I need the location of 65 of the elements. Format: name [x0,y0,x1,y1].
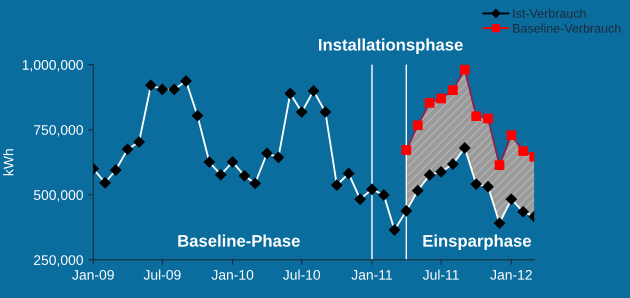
y-tick-label: 500,000 [34,190,83,202]
point [366,184,378,195]
point [192,110,204,122]
point [261,148,273,160]
point [215,169,226,180]
point [494,160,504,170]
point [412,120,423,130]
y-tick-label: 250,000 [34,255,83,267]
point [308,85,320,97]
point [448,85,458,96]
x-tick-label: Jul-11 [422,270,459,280]
x-tick-label: Jul-10 [283,270,320,280]
point [238,170,250,182]
point [145,80,156,91]
point [272,152,284,163]
point [250,178,261,189]
y-tick-label: 1,000,000 [22,60,83,72]
point [343,168,354,180]
point [331,180,342,191]
point [227,156,238,168]
point [320,106,331,118]
point [99,177,111,188]
point [156,84,168,95]
annotation: Baseline-Phase [178,234,300,247]
point [482,181,494,192]
point [447,158,459,170]
point [518,146,528,156]
point [518,206,529,218]
point [204,156,215,168]
point [470,178,482,190]
point [460,64,470,74]
y-axis-title: kWh [3,149,14,176]
point [284,88,296,100]
x-tick-label: Jan-09 [72,270,114,280]
point [424,169,436,181]
point [168,84,180,95]
point [506,194,517,205]
x-tick-label: Jul-09 [144,270,181,280]
point [424,98,434,108]
point [110,164,122,176]
x-tick-label: Jan-10 [212,270,254,280]
point [378,189,390,201]
point [412,185,424,196]
point [436,94,446,104]
point [122,144,134,155]
point [400,205,412,217]
x-tick-label: Jan-11 [351,270,392,280]
annotation: Einsparphase [423,234,531,250]
point [180,75,192,87]
legend-label: Baseline-Verbrauch [513,24,620,33]
point [354,194,366,205]
point [471,111,482,122]
x-tick-label: Jan-12 [490,270,532,280]
point [435,166,447,178]
point [388,224,400,236]
text: Installationsphase [319,38,463,54]
point [494,218,506,229]
y-tick-label: 750,000 [34,125,83,137]
point [459,142,470,154]
point [133,136,145,148]
point [506,130,516,140]
legend-label: Ist-Verbrauch [513,8,586,18]
point [483,114,493,124]
point [401,145,412,155]
point [296,106,308,118]
